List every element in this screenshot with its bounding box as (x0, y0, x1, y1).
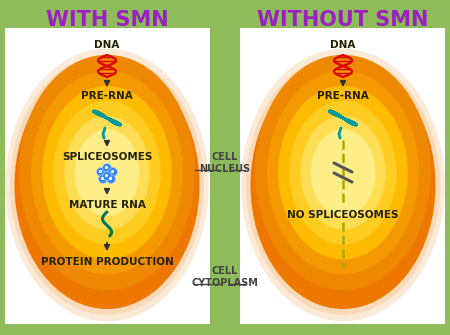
Ellipse shape (68, 133, 146, 237)
Text: PROTEIN PRODUCTION: PROTEIN PRODUCTION (40, 257, 173, 267)
Text: DNA: DNA (94, 40, 120, 50)
Ellipse shape (285, 107, 401, 263)
Ellipse shape (266, 81, 420, 289)
Ellipse shape (333, 172, 352, 198)
Ellipse shape (319, 153, 367, 217)
Text: WITH SMN: WITH SMN (46, 10, 168, 30)
Ellipse shape (280, 101, 406, 269)
Ellipse shape (75, 129, 140, 216)
Circle shape (108, 168, 117, 177)
Text: SPLICEOSOMES: SPLICEOSOMES (62, 152, 152, 162)
Ellipse shape (73, 140, 141, 230)
Ellipse shape (275, 94, 411, 276)
Ellipse shape (49, 107, 165, 263)
Ellipse shape (78, 146, 136, 224)
Ellipse shape (42, 86, 172, 259)
Ellipse shape (44, 101, 170, 269)
Ellipse shape (34, 88, 180, 282)
Ellipse shape (241, 49, 445, 321)
Ellipse shape (19, 55, 195, 290)
Circle shape (96, 168, 105, 177)
Ellipse shape (39, 94, 175, 276)
Ellipse shape (290, 114, 396, 256)
Ellipse shape (310, 129, 375, 216)
Ellipse shape (15, 62, 199, 309)
Text: PRE-RNA: PRE-RNA (317, 91, 369, 101)
Ellipse shape (93, 166, 122, 204)
Ellipse shape (289, 101, 396, 245)
Circle shape (103, 172, 112, 181)
Ellipse shape (63, 127, 150, 243)
Circle shape (103, 163, 112, 173)
Text: WITHOUT SMN: WITHOUT SMN (257, 10, 429, 30)
Ellipse shape (309, 140, 377, 230)
Text: MATURE RNA: MATURE RNA (68, 200, 145, 210)
Ellipse shape (20, 68, 194, 302)
Ellipse shape (304, 133, 382, 237)
Ellipse shape (278, 86, 408, 259)
Circle shape (107, 175, 116, 184)
Ellipse shape (261, 75, 425, 295)
Ellipse shape (255, 55, 431, 290)
Bar (240, 28, 445, 324)
Ellipse shape (270, 88, 416, 282)
Ellipse shape (14, 61, 199, 309)
Bar (5, 28, 210, 324)
Ellipse shape (64, 116, 149, 229)
Ellipse shape (251, 61, 436, 309)
Text: NO SPLICEOSOMES: NO SPLICEOSOMES (287, 210, 399, 220)
Ellipse shape (328, 166, 357, 204)
Ellipse shape (83, 153, 131, 217)
Text: DNA: DNA (330, 40, 356, 50)
Ellipse shape (98, 172, 117, 198)
Ellipse shape (256, 68, 430, 302)
Text: CELL
NUCLEUS: CELL NUCLEUS (199, 152, 251, 174)
Ellipse shape (88, 159, 126, 211)
Ellipse shape (10, 55, 204, 315)
Ellipse shape (246, 55, 440, 315)
Ellipse shape (25, 75, 189, 295)
Ellipse shape (301, 116, 386, 229)
Ellipse shape (251, 62, 435, 309)
Ellipse shape (54, 114, 160, 256)
Text: PRE-RNA: PRE-RNA (81, 91, 133, 101)
Ellipse shape (267, 71, 419, 274)
Circle shape (99, 175, 108, 184)
Ellipse shape (5, 49, 209, 321)
Ellipse shape (58, 120, 155, 250)
Ellipse shape (30, 81, 184, 289)
Ellipse shape (31, 71, 183, 274)
Ellipse shape (54, 101, 161, 245)
Ellipse shape (300, 127, 387, 243)
Ellipse shape (295, 120, 392, 250)
Text: CELL
CYTOPLASM: CELL CYTOPLASM (192, 266, 258, 288)
Ellipse shape (314, 146, 372, 224)
Ellipse shape (324, 159, 362, 211)
